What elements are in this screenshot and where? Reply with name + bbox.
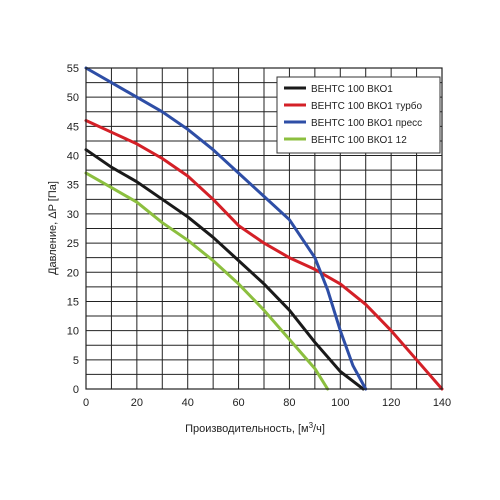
series-line-1 — [84, 148, 365, 391]
x-tick-label: 0 — [83, 397, 89, 409]
series-line-2 — [84, 119, 444, 391]
y-tick-label: 50 — [67, 92, 79, 104]
x-axis-title-main: Производительность, [м — [185, 423, 309, 435]
y-axis-title: Давление, ΔP [Па] — [47, 181, 59, 275]
legend: ВЕНТС 100 ВКО1 ВЕНТС 100 ВКО1 турбо ВЕНТС … — [276, 76, 441, 154]
y-tick-label: 10 — [67, 326, 79, 338]
x-tick-label: 120 — [382, 397, 400, 409]
y-tick-label: 35 — [67, 180, 79, 192]
legend-label-3: ВЕНТС 100 ВКО1 пресс — [311, 118, 422, 129]
tick-labels: 0 20 40 60 80 100 120 140 0 5 10 15 20 25 30 35 40 45 50 55 — [67, 63, 451, 409]
series-line-4 — [84, 171, 330, 391]
series-layer — [84, 66, 444, 391]
y-tick-label: 40 — [67, 151, 79, 163]
x-axis-title-sup: 3 — [309, 421, 314, 430]
y-tick-label: 20 — [67, 267, 79, 279]
x-axis-title: Производительность, [м3/ч] — [185, 421, 325, 435]
y-tick-label: 45 — [67, 121, 79, 133]
y-tick-label: 30 — [67, 209, 79, 221]
legend-label-2: ВЕНТС 100 ВКО1 турбо — [311, 100, 423, 112]
legend-label-4: ВЕНТС 100 ВКО1 12 — [311, 135, 407, 146]
x-tick-label: 80 — [283, 397, 295, 409]
legend-label-1: ВЕНТС 100 ВКО1 — [311, 84, 393, 95]
x-tick-label: 20 — [131, 397, 143, 409]
x-tick-label: 140 — [433, 397, 451, 409]
y-tick-label: 5 — [73, 355, 79, 367]
y-tick-label: 55 — [67, 63, 79, 75]
x-tick-label: 40 — [182, 397, 194, 409]
y-tick-label: 15 — [67, 296, 79, 308]
series-line-3 — [84, 66, 368, 391]
plot-frame — [85, 67, 443, 390]
x-tick-label: 100 — [331, 397, 349, 409]
y-tick-label: 25 — [67, 238, 79, 250]
y-tick-label: 0 — [73, 384, 79, 396]
x-axis-title-end: /ч] — [313, 423, 325, 435]
x-tick-label: 60 — [232, 397, 244, 409]
